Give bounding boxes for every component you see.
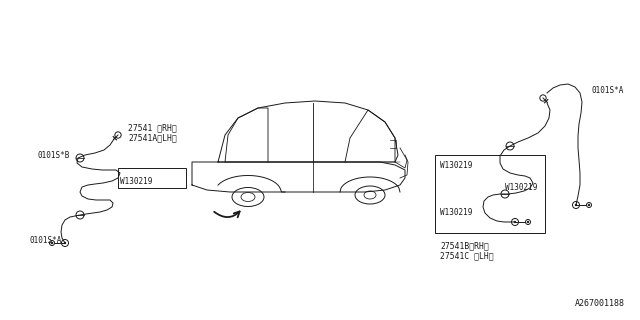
Text: W130219: W130219 bbox=[440, 208, 472, 217]
Circle shape bbox=[575, 204, 577, 206]
Circle shape bbox=[514, 221, 516, 223]
Text: 27541C 〈LH〉: 27541C 〈LH〉 bbox=[440, 251, 493, 260]
Bar bbox=[435, 155, 545, 233]
Text: 0101S*B: 0101S*B bbox=[38, 151, 70, 160]
Circle shape bbox=[51, 242, 53, 244]
Circle shape bbox=[527, 221, 529, 223]
Text: 0101S*A: 0101S*A bbox=[592, 86, 625, 95]
Circle shape bbox=[64, 242, 66, 244]
Text: 27541 〈RH〉: 27541 〈RH〉 bbox=[128, 123, 177, 132]
Text: W130219: W130219 bbox=[505, 183, 538, 192]
Text: 27541B〈RH〉: 27541B〈RH〉 bbox=[440, 241, 489, 250]
Bar bbox=[118, 168, 186, 188]
Text: W130219: W130219 bbox=[120, 177, 152, 186]
Text: 27541A〈LH〉: 27541A〈LH〉 bbox=[128, 133, 177, 142]
Text: 0101S*A: 0101S*A bbox=[30, 236, 62, 245]
Text: A267001188: A267001188 bbox=[575, 299, 625, 308]
Circle shape bbox=[588, 204, 590, 206]
Text: W130219: W130219 bbox=[440, 161, 472, 170]
